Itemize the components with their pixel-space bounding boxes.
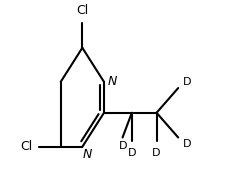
Text: D: D: [183, 77, 191, 87]
Text: D: D: [119, 141, 127, 151]
Text: D: D: [128, 147, 136, 158]
Text: Cl: Cl: [21, 140, 33, 153]
Text: N: N: [83, 147, 92, 161]
Text: D: D: [183, 139, 191, 149]
Text: D: D: [152, 147, 161, 158]
Text: Cl: Cl: [76, 4, 88, 17]
Text: N: N: [108, 75, 117, 88]
